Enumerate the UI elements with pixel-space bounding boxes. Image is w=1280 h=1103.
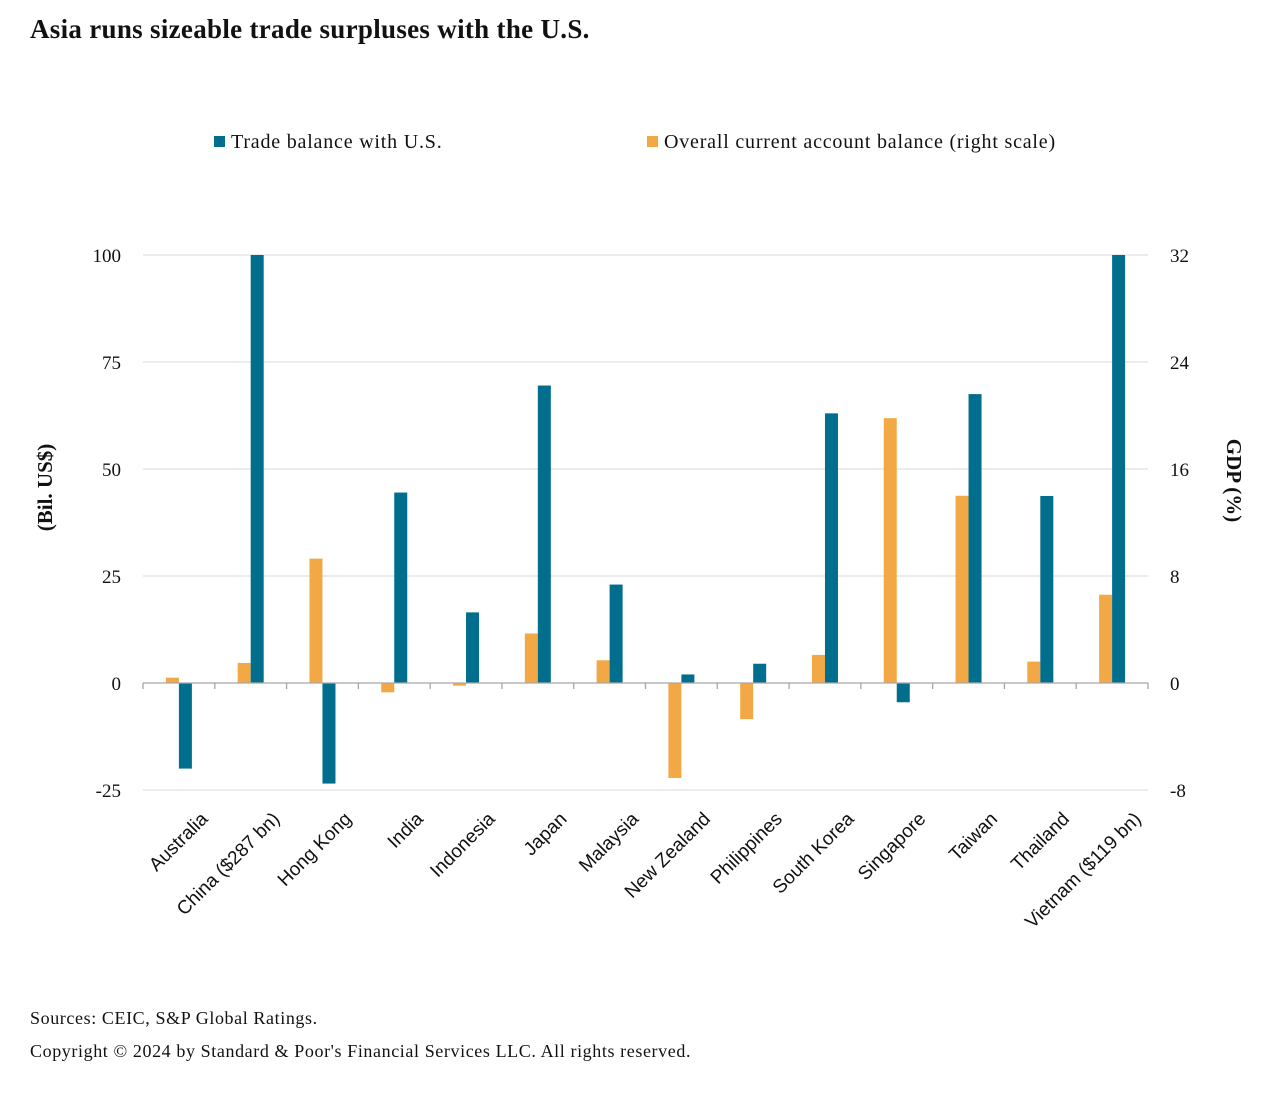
right-tick-label: 8	[1170, 567, 1180, 588]
right-axis-title: GDP (%)	[1222, 439, 1246, 522]
current-account-bar	[1027, 661, 1041, 683]
legend-swatch-trade-balance	[214, 136, 225, 147]
copyright-note: Copyright © 2024 by Standard & Poor's Fi…	[30, 1041, 692, 1061]
axes	[142, 682, 1149, 689]
source-note: Sources: CEIC, S&P Global Ratings.	[30, 1008, 318, 1028]
bars	[165, 255, 1126, 784]
left-tick-label: 50	[102, 460, 121, 481]
current-account-bar	[1099, 594, 1113, 683]
current-account-bar	[740, 683, 754, 720]
current-account-bar	[811, 654, 825, 683]
current-account-bar	[237, 662, 251, 683]
trade-balance-bar	[824, 413, 838, 683]
legend: Trade balance with U.S. Overall current a…	[214, 131, 1056, 153]
trade-balance-bar	[466, 612, 480, 683]
left-tick-label: 75	[102, 353, 121, 374]
gridlines	[143, 254, 1148, 791]
trade-balance-bar	[537, 385, 551, 683]
current-account-bar	[524, 633, 538, 683]
current-account-bar	[596, 660, 610, 683]
current-account-bar	[309, 558, 323, 683]
trade-balance-bar	[896, 683, 910, 703]
current-account-bar	[883, 418, 897, 683]
chart-title: Asia runs sizeable trade surpluses with …	[30, 14, 590, 44]
category-label: Indonesia	[426, 808, 499, 881]
right-tick-label: 24	[1170, 353, 1190, 374]
current-account-bar	[165, 677, 179, 683]
right-tick-label: -8	[1170, 781, 1186, 802]
trade-balance-bar	[753, 663, 767, 683]
category-label: India	[384, 808, 428, 852]
left-tick-label: 25	[102, 567, 121, 588]
trade-balance-bar	[609, 584, 623, 683]
legend-label-current-account: Overall current account balance (right s…	[664, 131, 1056, 153]
trade-balance-bar	[178, 683, 192, 769]
trade-balance-bar	[394, 492, 408, 683]
current-account-bar	[381, 683, 395, 693]
trade-balance-bar	[1040, 495, 1054, 683]
legend-label-trade-balance: Trade balance with U.S.	[231, 131, 443, 153]
trade-balance-bar	[250, 255, 264, 683]
current-account-bar	[955, 495, 969, 683]
current-account-bar	[453, 683, 467, 686]
category-label: Singapore	[854, 809, 930, 885]
left-axis-title: (Bil. US$)	[33, 444, 57, 532]
trade-balance-bar	[1112, 255, 1126, 683]
trade-balance-bar	[681, 674, 695, 683]
category-label: Japan	[520, 809, 571, 860]
legend-swatch-current-account	[647, 136, 658, 147]
category-label: Malaysia	[575, 808, 643, 876]
category-label: Thailand	[1007, 809, 1073, 875]
current-account-bar	[668, 683, 682, 778]
left-tick-label: 100	[93, 246, 122, 267]
category-label: Australia	[145, 808, 212, 875]
left-tick-label: 0	[112, 674, 122, 695]
category-label: Hong Kong	[274, 809, 356, 891]
category-label: Taiwan	[945, 809, 1002, 866]
right-tick-label: 32	[1170, 246, 1189, 267]
trade-balance-bar	[968, 394, 982, 683]
left-tick-label: -25	[96, 781, 121, 802]
right-tick-label: 0	[1170, 674, 1180, 695]
trade-balance-bar	[322, 683, 336, 784]
right-tick-label: 16	[1170, 460, 1189, 481]
